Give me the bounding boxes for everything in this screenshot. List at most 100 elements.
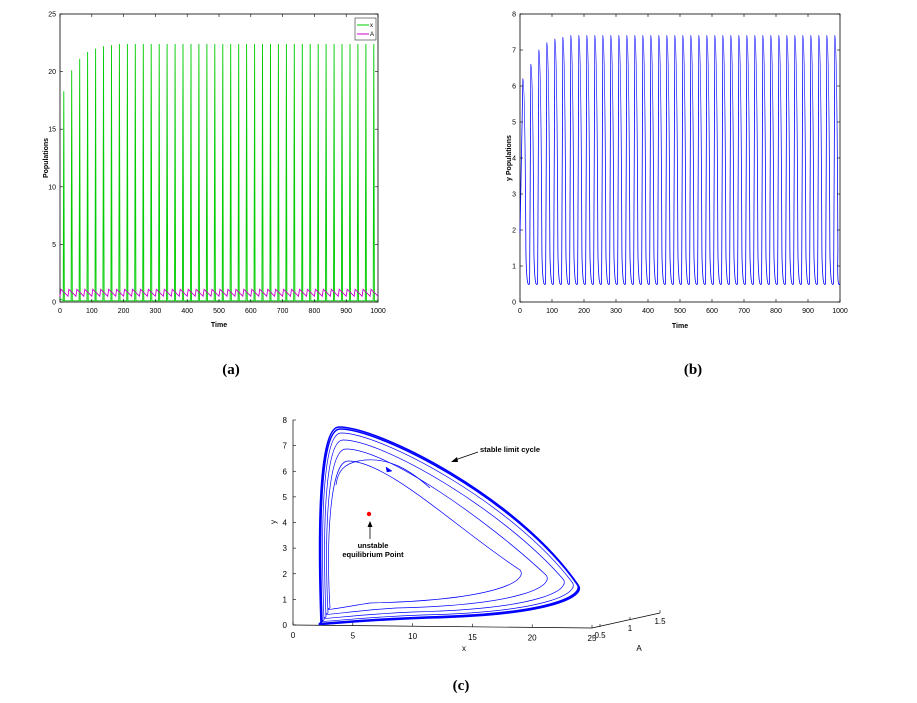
plot-b-y-ticks: 0 1 2 3 4 5 6 7 8 xyxy=(512,12,840,307)
series-y-line xyxy=(519,35,841,285)
plot-c-z-tick-label: 1.5 xyxy=(654,617,666,626)
plot-b-y-tick-label: 5 xyxy=(512,120,516,127)
series-a-line xyxy=(59,288,379,298)
plot-b-y-tick-label: 0 xyxy=(512,300,516,307)
plot-c-z-tick-label: 1 xyxy=(628,624,633,633)
limit-cycle-loop xyxy=(318,426,580,626)
plot-b-x-tick-label: 700 xyxy=(738,308,750,315)
limit-cycle-arrow-line xyxy=(454,451,479,461)
plot-b-x-tick-label: 800 xyxy=(770,308,782,315)
plot-a-y-tick-label: 20 xyxy=(48,69,56,76)
plot-c-x-tick-label: 25 xyxy=(588,634,597,643)
plot-a-x-tick-label: 1000 xyxy=(370,308,386,315)
plot-c-ylabel: y xyxy=(269,520,278,524)
plot-a-x-tick-label: 100 xyxy=(86,308,98,315)
plot-a-ylabel: Populations xyxy=(43,138,50,178)
plot-a-xlabel: Time xyxy=(211,322,227,329)
plot-c-y-tick-label: 0 xyxy=(283,621,288,630)
plot-c-z-tick-label: 0.5 xyxy=(594,631,606,640)
limit-cycle-loop xyxy=(327,460,522,610)
plot-c-x-axis xyxy=(292,624,593,629)
panel-a: 0 100 200 300 400 500 600 700 800 900 1000 0 5 10 15 2… xyxy=(43,12,386,379)
trajectory-start xyxy=(335,459,431,489)
limit-cycle-loop xyxy=(321,432,574,622)
legend-a: x A xyxy=(354,17,377,41)
plot-c-x-tick-label: 10 xyxy=(408,632,417,641)
plot-c-y-tick-label: 7 xyxy=(283,442,288,451)
plot-b-frame xyxy=(519,13,841,303)
plot-c-x-tick-label: 5 xyxy=(351,632,356,641)
plot-b-xlabel: Time xyxy=(672,323,688,330)
plot-b-series xyxy=(519,35,841,285)
plot-a-x-tick-label: 800 xyxy=(309,308,321,315)
panel-c: 0 5 10 15 20 25 0 1 2 3 4 5 6 7 8 0.5 1 1.5 unstable equi… xyxy=(269,416,666,694)
plot-c-x-tick-label: 0 xyxy=(291,631,296,640)
legend-a-label-a: A xyxy=(370,32,374,38)
plot-c-y-tick-label: 8 xyxy=(283,416,288,425)
plot-b-y-tick-label: 4 xyxy=(512,156,516,163)
equilibrium-point xyxy=(366,511,372,517)
plot-b-x-tick-label: 300 xyxy=(610,308,622,315)
plot-b-x-tick-label: 100 xyxy=(546,308,558,315)
plot-c-x-tick-label: 20 xyxy=(528,633,537,642)
plot-a-frame xyxy=(59,13,379,303)
panel-label-c: (c) xyxy=(453,678,470,694)
annotation-unstable: unstable xyxy=(358,541,389,550)
panel-label-b: (b) xyxy=(684,362,702,378)
plot-a-x-tick-label: 700 xyxy=(277,308,289,315)
plot-a-x-ticks: 0 100 200 300 400 500 600 700 800 900 1000 xyxy=(58,14,386,315)
panel-label-a: (a) xyxy=(222,362,240,378)
plot-c-x-tick-label: 15 xyxy=(468,633,477,642)
plot-c-trajectory xyxy=(318,426,580,626)
plot-b-y-tick-label: 7 xyxy=(512,48,516,55)
plot-c-y-tick-label: 3 xyxy=(283,544,288,553)
limit-cycle-loop xyxy=(319,428,579,625)
plot-a-x-tick-label: 600 xyxy=(245,308,257,315)
plot-c-z-axis xyxy=(591,612,661,629)
plot-b-x-tick-label: 0 xyxy=(518,308,522,315)
direction-arrow xyxy=(385,466,393,473)
equilibrium-arrowhead xyxy=(367,521,373,527)
plot-a-y-tick-label: 15 xyxy=(48,127,56,134)
plot-a-y-tick-label: 25 xyxy=(48,12,56,19)
limit-cycle-arrowhead xyxy=(451,457,458,462)
plot-a-x-tick-label: 500 xyxy=(213,308,225,315)
limit-cycle-loop xyxy=(323,439,565,619)
plot-c-y-tick-label: 4 xyxy=(283,519,288,528)
plot-b-x-tick-label: 200 xyxy=(578,308,590,315)
plot-a-x-tick-label: 900 xyxy=(340,308,352,315)
plot-a-x-tick-label: 300 xyxy=(150,308,162,315)
plot-c-ticks: 0 5 10 15 20 25 0 1 2 3 4 5 6 7 8 0.5 1 1.5 xyxy=(283,416,667,643)
limit-cycle-loop xyxy=(325,448,548,615)
annotation-stable-limit-cycle: stable limit cycle xyxy=(480,445,540,454)
plot-c-zlabel: A xyxy=(636,644,642,653)
plot-a-x-tick-label: 0 xyxy=(58,308,62,315)
plot-a-x-tick-label: 200 xyxy=(118,308,130,315)
plot-b-x-tick-label: 500 xyxy=(674,308,686,315)
plot-b-x-ticks: 0 100 200 300 400 500 600 700 800 900 1000 xyxy=(518,14,848,315)
plot-b-y-tick-label: 2 xyxy=(512,228,516,235)
plot-a-y-tick-label: 0 xyxy=(52,300,56,307)
annotation-equilibrium: equilibrium Point xyxy=(342,550,404,559)
plot-b-y-tick-label: 1 xyxy=(512,264,516,271)
plot-b-x-tick-label: 600 xyxy=(706,308,718,315)
plot-c-y-tick-label: 1 xyxy=(283,595,288,604)
legend-a-label-x: x xyxy=(370,23,373,29)
plot-b-y-tick-label: 8 xyxy=(512,12,516,19)
plot-b-ylabel: y Populations xyxy=(506,135,513,181)
plot-a-y-ticks: 0 5 10 15 20 25 xyxy=(48,12,378,307)
plot-b-x-tick-label: 1000 xyxy=(832,308,848,315)
plot-a-x-tick-label: 400 xyxy=(181,308,193,315)
plot-b-x-tick-label: 400 xyxy=(642,308,654,315)
plot-c-y-tick-label: 5 xyxy=(283,493,288,502)
plot-a-y-tick-label: 10 xyxy=(48,184,56,191)
plot-c-y-tick-label: 6 xyxy=(283,467,288,476)
plot-b-y-tick-label: 3 xyxy=(512,192,516,199)
plot-c-xlabel: x xyxy=(462,644,466,653)
plot-a-y-tick-label: 5 xyxy=(52,242,56,249)
plot-b-y-tick-label: 6 xyxy=(512,84,516,91)
panel-b: 0 100 200 300 400 500 600 700 800 900 1000 0 1 2 3 4 5 6… xyxy=(506,12,848,379)
plot-c-y-tick-label: 2 xyxy=(283,570,288,579)
plot-b-x-tick-label: 900 xyxy=(802,308,814,315)
